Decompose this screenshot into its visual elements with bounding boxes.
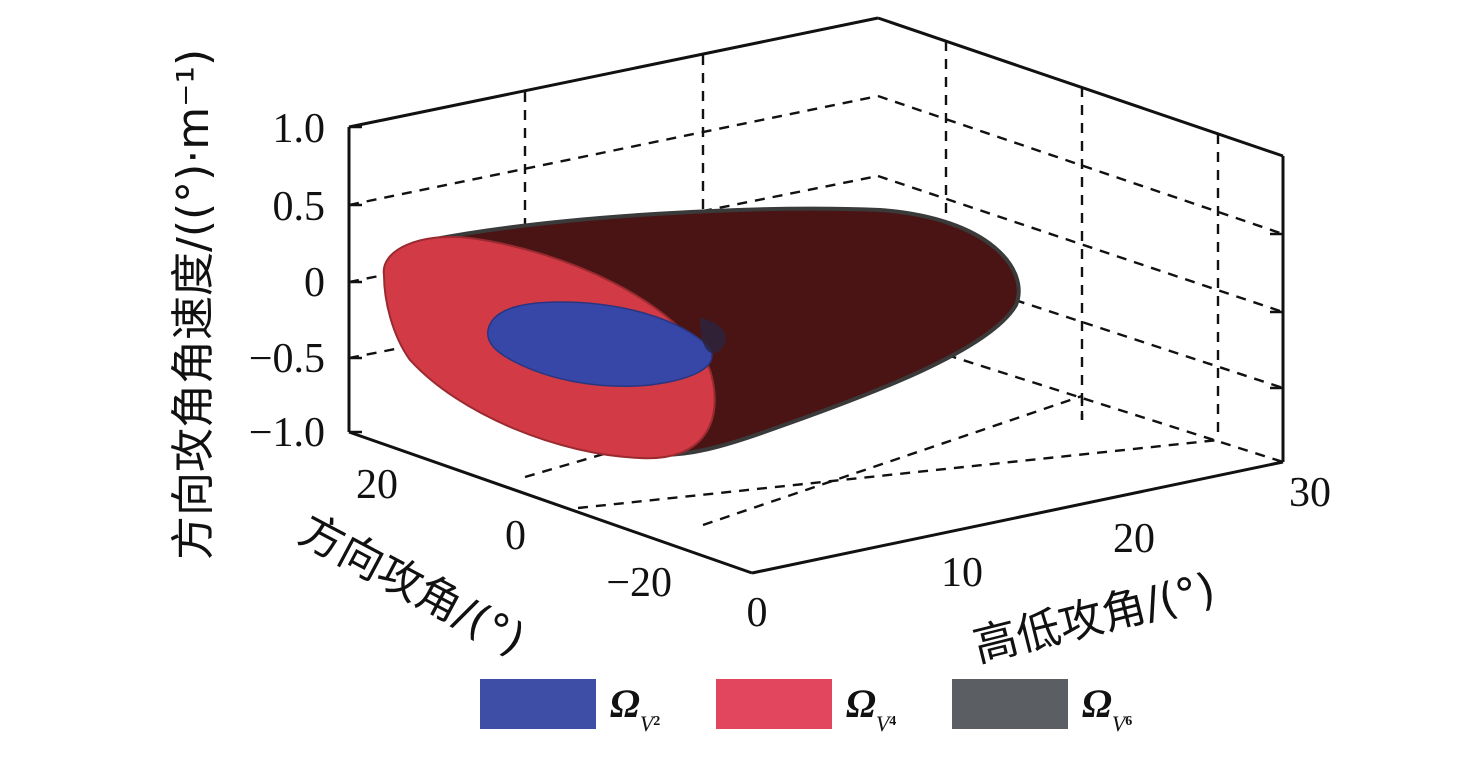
surface-omega-v2-shadow [700, 318, 726, 354]
y-tick-label: −20 [606, 560, 672, 606]
x-tick-label: 20 [1113, 516, 1155, 562]
legend-item: ΩV2 [480, 679, 710, 749]
z-tick-label: 0.5 [273, 184, 326, 230]
x-tick-label: 30 [1289, 470, 1331, 516]
y-tick-label: 0 [505, 513, 526, 559]
legend-label: ΩV4 [846, 681, 897, 736]
legend-label: ΩV2 [610, 681, 661, 736]
legend-swatch [716, 679, 832, 729]
z-tick-label: 0 [304, 260, 325, 306]
x-tick-labels: 0 10 20 30 [747, 470, 1332, 636]
tick-marks [349, 125, 1283, 434]
legend-label: ΩV6 [1082, 681, 1133, 736]
axis-box [347, 16, 1285, 575]
z-tick-labels: 1.0 0.5 0 −0.5 −1.0 [249, 106, 325, 456]
x-axis-label: 高低攻角/(°) [968, 563, 1220, 672]
x-tick-label: 0 [747, 590, 768, 636]
surface-omega-v2 [487, 301, 713, 388]
y-axis-label: 方向攻角/(°) [291, 505, 533, 666]
z-tick-label: −0.5 [249, 336, 325, 382]
z-axis-label: 方向攻角角速度/((°)·m⁻¹) [168, 49, 219, 560]
legend-swatch [952, 679, 1068, 729]
legend-swatch [480, 679, 596, 729]
y-tick-labels: 20 0 −20 [356, 462, 672, 606]
legend-item: ΩV4 [716, 679, 946, 749]
z-tick-label: −1.0 [249, 410, 325, 456]
legend: ΩV2 ΩV4 ΩV6 [480, 679, 1188, 740]
y-tick-label: 20 [356, 462, 398, 508]
legend-item: ΩV6 [952, 679, 1182, 749]
z-tick-label: 1.0 [273, 106, 326, 152]
x-tick-label: 10 [941, 550, 983, 596]
series-surfaces [382, 206, 1021, 460]
